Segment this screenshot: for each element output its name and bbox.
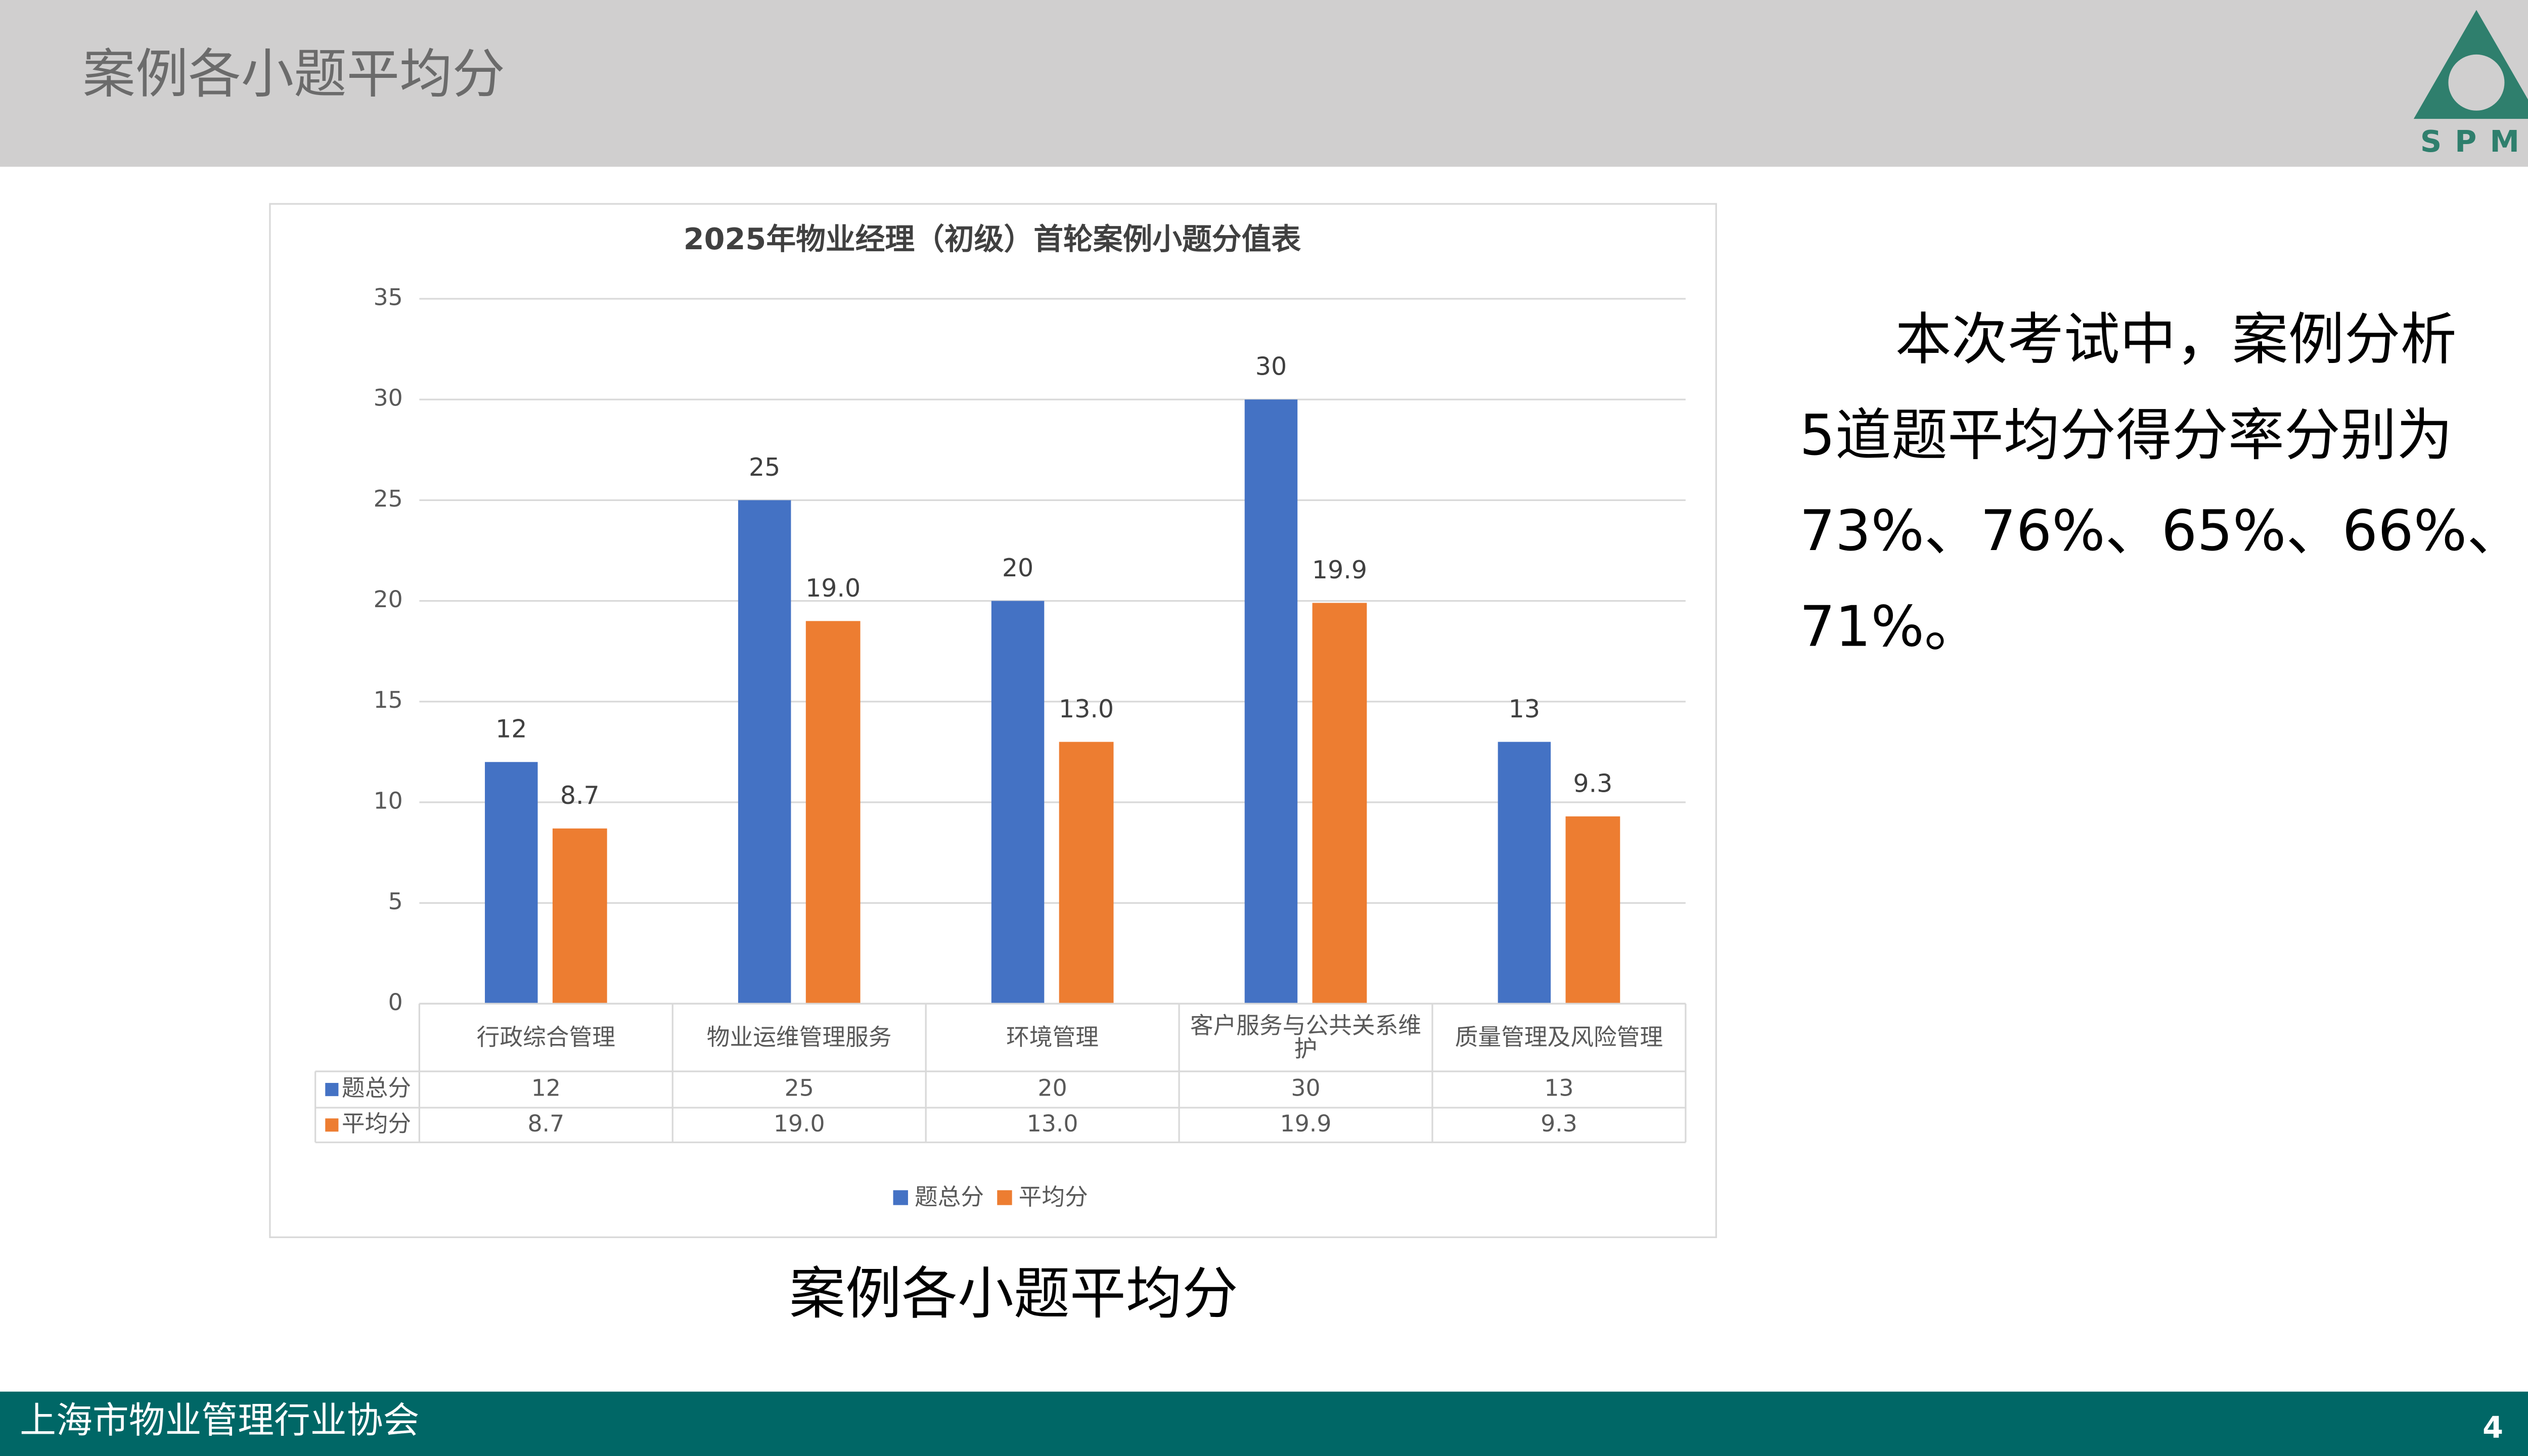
bar	[991, 601, 1045, 1004]
table-legend-key	[325, 1118, 339, 1132]
data-label: 9.3	[1573, 769, 1612, 798]
table-value: 19.9	[1280, 1110, 1332, 1137]
y-tick-label: 10	[374, 787, 403, 814]
footer-org: 上海市物业管理行业协会	[20, 1399, 419, 1441]
legend-key	[893, 1190, 908, 1205]
bar	[1059, 742, 1114, 1004]
y-tick-label: 0	[388, 989, 403, 1016]
data-label: 12	[495, 715, 527, 744]
table-value: 19.0	[774, 1110, 825, 1137]
table-value: 20	[1038, 1075, 1067, 1102]
x-tick-label-box: 环境管理	[1006, 1024, 1099, 1051]
x-tick-label-box: 质量管理及风险管理	[1455, 1024, 1663, 1051]
header-title: 案例各小题平均分	[82, 43, 505, 105]
table-value: 13.0	[1027, 1110, 1078, 1137]
table-value: 12	[531, 1075, 561, 1102]
legend-label: 平均分	[1019, 1184, 1088, 1210]
table-value: 30	[1291, 1075, 1320, 1102]
legend-label: 题总分	[915, 1184, 984, 1210]
bar	[1244, 399, 1298, 1004]
bar	[1498, 742, 1551, 1004]
bar	[1312, 603, 1367, 1004]
table-legend-key	[325, 1083, 339, 1097]
body-text-line: 73%、76%、65%、66%、	[1799, 498, 2523, 564]
data-label: 20	[1002, 554, 1033, 582]
x-tick-label: 环境管理	[1006, 1024, 1099, 1051]
table-value: 9.3	[1541, 1110, 1577, 1137]
y-tick-label: 5	[388, 888, 403, 915]
data-table-grid	[314, 1003, 1687, 1144]
legend-key	[997, 1190, 1012, 1205]
data-label: 8.7	[560, 781, 600, 810]
bar	[552, 828, 607, 1004]
chart-title: 2025年物业经理（初级）首轮案例小题分值表	[684, 221, 1301, 256]
logo: SPM	[2413, 10, 2528, 159]
x-tick-label: 客户服务与公共关系维护	[1190, 1013, 1422, 1063]
x-tick-label-box: 行政综合管理	[476, 1024, 615, 1051]
data-label: 25	[749, 453, 780, 482]
data-label: 19.0	[805, 574, 861, 603]
footer-band	[0, 1391, 2528, 1456]
bar	[485, 762, 538, 1004]
table-series-name: 平均分	[342, 1110, 411, 1137]
bar	[1565, 816, 1620, 1004]
page-number: 4	[2482, 1410, 2503, 1445]
y-tick-label: 35	[374, 284, 403, 311]
y-tick-label: 25	[374, 485, 403, 512]
table-series-name: 题总分	[342, 1075, 411, 1102]
body-text-line: 本次考试中，案例分析	[1895, 307, 2457, 372]
bar	[805, 621, 861, 1004]
x-tick-label: 行政综合管理	[476, 1024, 615, 1051]
table-value: 13	[1544, 1075, 1573, 1102]
y-tick-label: 15	[374, 687, 403, 713]
body-text-line: 5道题平均分得分率分别为	[1799, 403, 2453, 468]
data-label: 30	[1255, 352, 1287, 381]
table-value: 25	[785, 1075, 814, 1102]
table-value: 8.7	[527, 1110, 564, 1137]
data-label: 13.0	[1059, 695, 1114, 723]
data-label: 13	[1509, 695, 1540, 723]
caption: 案例各小题平均分	[789, 1261, 1238, 1327]
x-tick-label-box: 客户服务与公共关系维护	[1190, 1013, 1422, 1063]
y-tick-label: 20	[374, 586, 403, 613]
x-tick-label: 物业运维管理服务	[706, 1024, 892, 1051]
logo-text: SPM	[2420, 124, 2528, 159]
y-tick-label: 30	[374, 385, 403, 412]
header-band	[0, 0, 2528, 167]
data-label: 19.9	[1312, 556, 1367, 584]
body-text-line: 71%。	[1799, 595, 1980, 660]
x-tick-label: 质量管理及风险管理	[1455, 1024, 1663, 1051]
x-tick-label-box: 物业运维管理服务	[706, 1024, 892, 1051]
bar	[738, 500, 791, 1004]
